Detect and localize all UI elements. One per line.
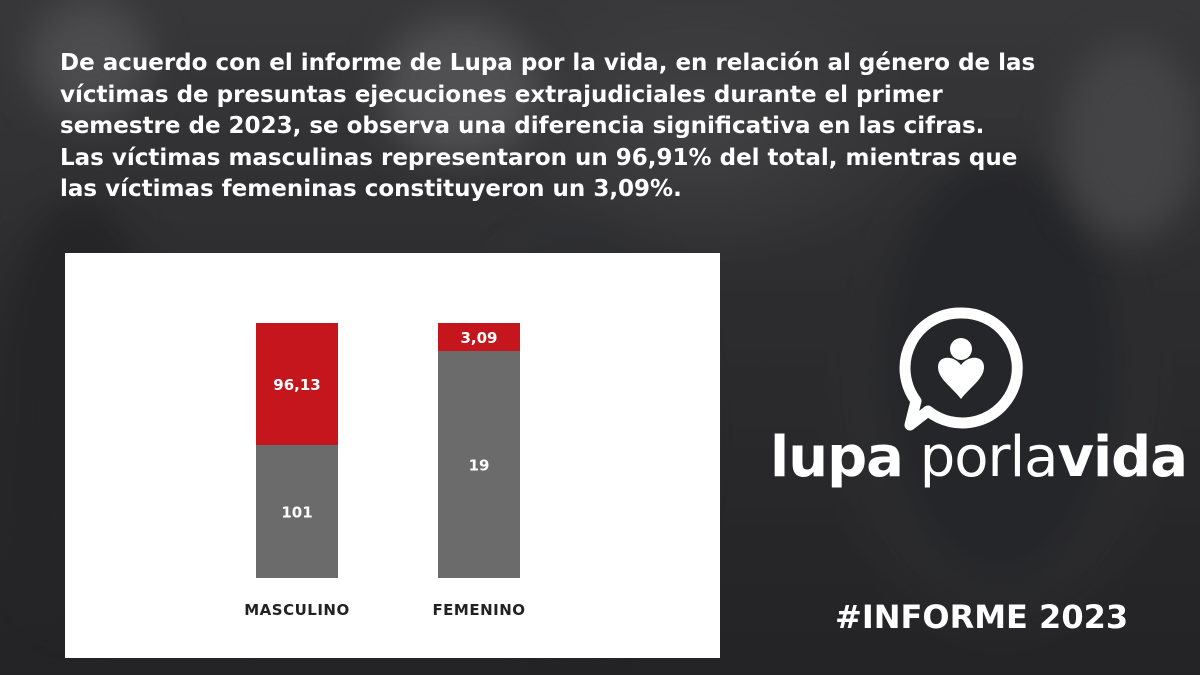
category-label-femenino: FEMENINO <box>432 601 525 619</box>
headline-line: semestre de 2023, se observa una diferen… <box>60 113 985 139</box>
headline-line: víctimas de presuntas ejecuciones extraj… <box>60 81 943 108</box>
data-label-count-femenino: 19 <box>469 457 490 475</box>
logo-word-por: por <box>919 425 1011 490</box>
lupa-por-la-vida-logo: lupa porlavida <box>770 305 1188 505</box>
bar-segment-count-femenino <box>438 351 520 578</box>
logo-word-vida: vida <box>1057 425 1188 490</box>
bar-segment-count-masculino <box>256 445 338 578</box>
bar-segment-percent-masculino <box>256 323 338 445</box>
stacked-bar-chart: 96,13 101 MASCULINO 3,09 19 FEMENINO <box>65 253 720 658</box>
logo-word-lupa: lupa <box>770 425 904 490</box>
category-label-masculino: MASCULINO <box>244 601 349 619</box>
data-label-count-masculino: 101 <box>281 504 312 522</box>
heart-person-speech-bubble-icon <box>899 307 1023 431</box>
headline-line: De acuerdo con el informe de Lupa por la… <box>60 50 1036 76</box>
logo-wordmark: lupa porlavida <box>770 423 1188 493</box>
headline-line: las víctimas femeninas constituyeron un … <box>60 176 682 202</box>
headline-line: Las víctimas masculinas representaron un… <box>60 144 1018 171</box>
headline-text: De acuerdo con el informe de Lupa por la… <box>60 48 1160 206</box>
logo-word-la: la <box>1009 425 1059 490</box>
chart-canvas: 96,13 101 MASCULINO 3,09 19 FEMENINO <box>244 323 525 619</box>
hashtag-label: #INFORME 2023 <box>835 598 1129 636</box>
data-label-percent-masculino: 96,13 <box>273 376 320 394</box>
bar-segment-percent-femenino <box>438 323 520 351</box>
data-label-percent-femenino: 3,09 <box>460 329 497 347</box>
